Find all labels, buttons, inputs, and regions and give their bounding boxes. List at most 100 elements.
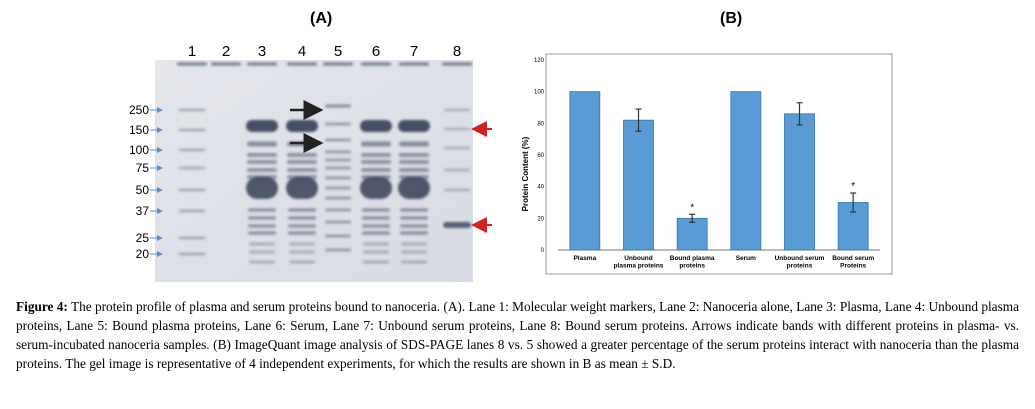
gel-band xyxy=(288,231,316,235)
y-tick-label: 40 xyxy=(537,185,544,191)
gel-band xyxy=(363,250,389,254)
y-tick-label: 60 xyxy=(537,153,544,159)
gel-band xyxy=(249,242,275,246)
gel-band xyxy=(325,158,351,162)
y-tick-label: 120 xyxy=(534,58,545,64)
gel-band xyxy=(363,242,389,246)
gel-band xyxy=(325,186,351,190)
gel-band xyxy=(248,216,276,220)
significance-marker: * xyxy=(851,181,855,192)
gel-band xyxy=(398,120,430,132)
gel-band xyxy=(288,224,316,228)
gel-well xyxy=(399,62,429,66)
gel-band xyxy=(444,146,470,150)
gel-band xyxy=(179,209,205,213)
gel-band xyxy=(325,176,351,180)
gel-band xyxy=(288,208,316,212)
significance-marker: * xyxy=(690,202,694,213)
gel-lane-label: 7 xyxy=(410,43,418,60)
gel-band xyxy=(286,177,318,199)
gel-band xyxy=(179,236,205,240)
gel-band xyxy=(179,148,205,152)
gel-band xyxy=(289,242,315,246)
gel-lane-label: 3 xyxy=(258,43,266,60)
gel-band xyxy=(401,242,427,246)
gel-lane-label: 4 xyxy=(298,43,306,60)
x-category-label: Serum xyxy=(736,255,756,262)
gel-band xyxy=(398,177,430,199)
bar xyxy=(784,113,815,251)
gel-band xyxy=(246,120,278,132)
gel-band xyxy=(399,168,429,172)
bar xyxy=(569,91,601,251)
gel-band xyxy=(325,196,351,200)
gel-band xyxy=(179,108,205,112)
gel-band xyxy=(401,250,427,254)
bar xyxy=(623,119,654,251)
molecular-weight-label: 25 xyxy=(136,231,150,245)
gel-band xyxy=(247,153,277,157)
gel-band xyxy=(400,224,428,228)
gel-band xyxy=(179,188,205,192)
bar-chart-svg: 0 20 40 60 80 100 120 * * Plasma Unbound plasma p… xyxy=(521,53,893,275)
gel-band xyxy=(179,166,205,170)
y-tick-label: 100 xyxy=(534,90,545,96)
gel-band xyxy=(444,127,470,131)
y-axis-label: Protein Content (%) xyxy=(521,136,530,211)
gel-band xyxy=(325,166,351,170)
panel-b-label: (B) xyxy=(720,10,743,27)
molecular-weight-label: 20 xyxy=(136,247,150,261)
gel-band xyxy=(247,168,277,172)
gel-band xyxy=(362,216,390,220)
chart-frame xyxy=(545,53,893,275)
gel-well xyxy=(442,62,472,66)
gel-band xyxy=(286,120,318,132)
gel-band xyxy=(287,168,317,172)
molecular-weight-label: 100 xyxy=(129,143,149,157)
bar xyxy=(730,91,762,251)
gel-band xyxy=(399,141,429,147)
molecular-weight-label: 75 xyxy=(136,161,150,175)
x-category-label: Plasma xyxy=(573,255,596,262)
caption-text: The protein profile of plasma and serum … xyxy=(16,299,1020,371)
gel-band xyxy=(249,260,275,264)
gel-band xyxy=(361,141,391,147)
gel-band xyxy=(361,153,391,157)
gel-band xyxy=(325,150,351,154)
gel-band xyxy=(362,231,390,235)
y-tick-label: 0 xyxy=(541,248,545,254)
gel-band xyxy=(444,108,470,112)
molecular-weight-label: 250 xyxy=(129,103,149,117)
gel-lane-label: 8 xyxy=(453,43,461,60)
gel-band xyxy=(325,138,351,142)
y-tick-label: 20 xyxy=(537,216,544,222)
gel-band xyxy=(399,160,429,164)
gel-lane-label: 6 xyxy=(372,43,380,60)
gel-well xyxy=(211,62,241,66)
gel-well xyxy=(287,62,317,66)
gel-band xyxy=(325,220,351,224)
gel-band xyxy=(289,250,315,254)
molecular-weight-label: 37 xyxy=(136,204,150,218)
gel-band xyxy=(325,122,351,126)
x-category-label: Bound plasma proteins xyxy=(670,255,715,270)
gel-band xyxy=(399,153,429,157)
molecular-weight-label: 50 xyxy=(136,183,150,197)
gel-band xyxy=(179,252,205,256)
gel-band xyxy=(287,153,317,157)
gel-band xyxy=(363,260,389,264)
gel-band xyxy=(401,260,427,264)
gel-band xyxy=(289,260,315,264)
gel-band xyxy=(361,168,391,172)
gel-band xyxy=(325,248,351,252)
gel-band xyxy=(444,188,470,192)
gel-band xyxy=(325,234,351,238)
gel-band xyxy=(179,128,205,132)
gel-band xyxy=(400,216,428,220)
bar xyxy=(676,217,708,251)
gel-band xyxy=(249,250,275,254)
gel-band xyxy=(360,177,392,199)
caption-label: Figure 4: xyxy=(16,299,68,314)
gel-lane-label: 2 xyxy=(222,43,230,60)
gel-band xyxy=(362,224,390,228)
